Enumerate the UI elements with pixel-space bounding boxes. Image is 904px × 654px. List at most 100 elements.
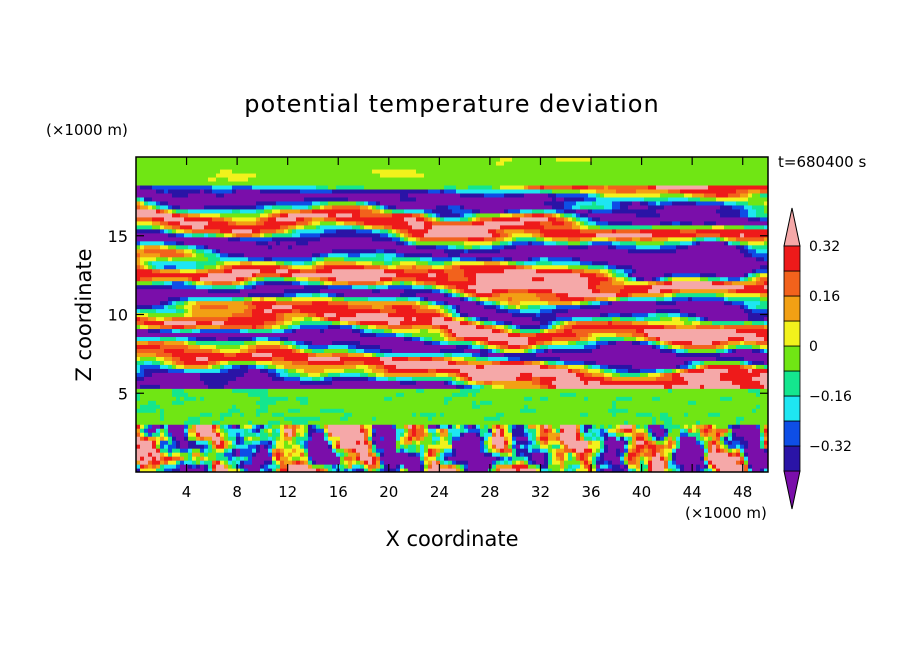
field-cell [184, 320, 189, 326]
field-cell [284, 452, 289, 457]
field-cell [344, 360, 349, 365]
field-cell [284, 328, 289, 334]
field-cell [152, 288, 157, 294]
field-cell [284, 440, 289, 445]
field-cell [372, 252, 377, 258]
field-cell [192, 176, 197, 182]
field-cell [244, 292, 249, 298]
field-cell [160, 452, 165, 457]
field-cell [380, 157, 385, 162]
field-cell [156, 436, 161, 441]
field-cell [208, 164, 213, 170]
field-cell [376, 272, 381, 278]
field-cell [256, 157, 261, 162]
field-cell [368, 160, 373, 166]
field-cell [268, 444, 273, 449]
field-cell [272, 284, 277, 290]
field-cell [292, 304, 297, 310]
field-cell [348, 304, 353, 310]
field-cell [244, 400, 249, 405]
field-cell [204, 452, 209, 457]
field-cell [352, 236, 357, 242]
field-cell [140, 348, 145, 353]
field-cell [180, 400, 185, 405]
field-cell [320, 224, 325, 230]
field-cell [360, 440, 365, 445]
field-cell [240, 384, 245, 389]
field-cell [320, 456, 325, 461]
field-cell [196, 240, 201, 246]
field-cell [304, 172, 309, 178]
field-cell [180, 440, 185, 445]
field-cell [196, 348, 201, 353]
field-cell [248, 160, 253, 166]
field-cell [172, 312, 177, 318]
field-cell [344, 160, 349, 166]
field-cell [380, 384, 385, 389]
field-cell [324, 300, 329, 306]
field-cell [192, 416, 197, 421]
field-cell [192, 184, 197, 190]
field-cell [152, 228, 157, 234]
field-cell [348, 244, 353, 250]
field-cell [252, 344, 257, 349]
field-cell [144, 200, 149, 206]
field-cell [196, 372, 201, 377]
field-cell [192, 380, 197, 385]
field-cell [216, 272, 221, 278]
field-cell [292, 224, 297, 230]
field-cell [268, 404, 273, 409]
field-cell [244, 264, 249, 270]
field-cell [252, 412, 257, 417]
field-cell [252, 356, 257, 361]
field-cell [272, 164, 277, 170]
field-cell [300, 380, 305, 385]
field-cell [324, 396, 329, 401]
field-cell [244, 348, 249, 353]
field-cell [308, 220, 313, 226]
field-cell [340, 412, 345, 417]
field-cell [316, 428, 321, 433]
field-cell [300, 444, 305, 449]
field-cell [220, 356, 225, 361]
field-cell [156, 448, 161, 453]
field-cell [344, 364, 349, 369]
field-cell [144, 464, 149, 469]
field-cell [148, 268, 153, 274]
field-cell [304, 448, 309, 453]
field-cell [184, 252, 189, 258]
field-cell [328, 272, 333, 278]
field-cell [216, 436, 221, 441]
field-cell [204, 192, 209, 198]
field-cell [204, 364, 209, 369]
field-cell [364, 340, 369, 346]
field-cell [180, 392, 185, 397]
field-cell [168, 308, 173, 314]
field-cell [184, 328, 189, 334]
field-cell [216, 456, 221, 461]
field-cell [160, 248, 165, 254]
field-cell [232, 296, 237, 302]
field-cell [196, 268, 201, 274]
field-cell [188, 448, 193, 453]
field-cell [140, 212, 145, 218]
field-cell [180, 464, 185, 469]
field-cell [220, 168, 225, 174]
field-cell [344, 216, 349, 222]
field-cell [176, 328, 181, 334]
field-cell [136, 252, 141, 258]
field-cell [380, 436, 385, 441]
field-cell [232, 344, 237, 349]
field-cell [200, 260, 205, 266]
field-cell [236, 336, 241, 342]
field-cell [276, 348, 281, 353]
field-cell [352, 308, 357, 314]
field-cell [292, 344, 297, 349]
field-cell [288, 236, 293, 242]
field-cell [244, 444, 249, 449]
field-cell [272, 220, 277, 226]
field-cell [276, 216, 281, 222]
field-cell [240, 380, 245, 385]
field-cell [216, 304, 221, 310]
field-cell [380, 180, 385, 186]
